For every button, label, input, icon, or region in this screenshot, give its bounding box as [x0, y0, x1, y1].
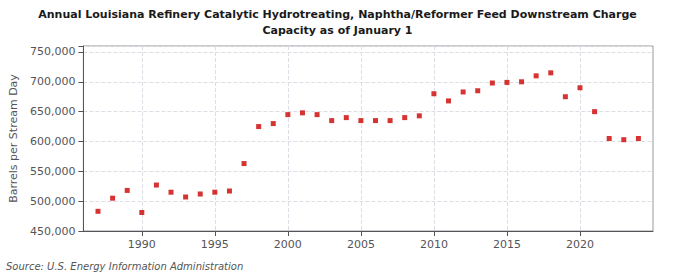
svg-text:2005: 2005	[347, 238, 375, 251]
svg-text:2020: 2020	[566, 238, 594, 251]
svg-text:2015: 2015	[493, 238, 521, 251]
svg-text:Annual Louisiana Refinery Cata: Annual Louisiana Refinery Catalytic Hydr…	[38, 8, 636, 21]
svg-text:750,000: 750,000	[30, 45, 76, 58]
svg-text:550,000: 550,000	[30, 165, 76, 178]
svg-text:Source: U.S. Energy Informatio: Source: U.S. Energy Information Administ…	[6, 261, 243, 272]
svg-text:2010: 2010	[420, 238, 448, 251]
svg-text:450,000: 450,000	[30, 225, 76, 238]
svg-text:1995: 1995	[201, 238, 229, 251]
svg-text:Barrels per Stream Day: Barrels per Stream Day	[7, 74, 20, 203]
svg-text:Capacity as of January 1: Capacity as of January 1	[263, 24, 413, 37]
svg-text:700,000: 700,000	[30, 75, 76, 88]
svg-text:500,000: 500,000	[30, 195, 76, 208]
svg-text:1990: 1990	[128, 238, 156, 251]
svg-text:650,000: 650,000	[30, 105, 76, 118]
svg-text:2000: 2000	[274, 238, 302, 251]
svg-text:600,000: 600,000	[30, 135, 76, 148]
